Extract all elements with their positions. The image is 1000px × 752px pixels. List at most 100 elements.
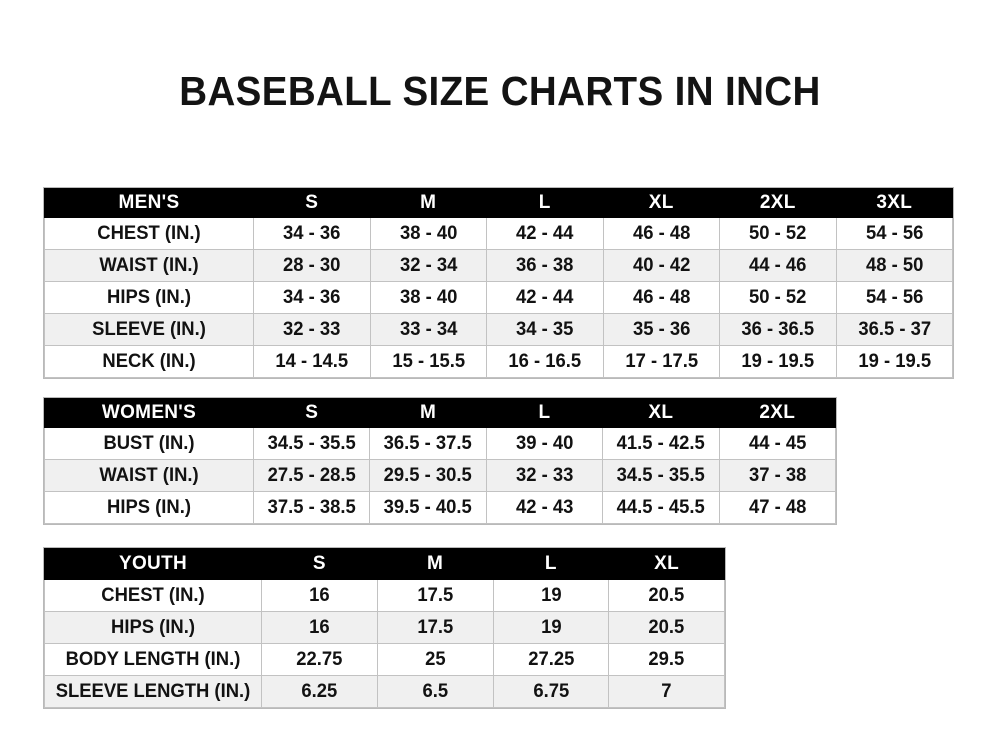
womens-size-table: WOMEN'S S M L XL 2XL BUST (IN.) 34.5 - 35.5 36.5… [44,398,836,524]
column-header-l: L [486,188,604,218]
table-header-row: MEN'S S M L XL 2XL 3XL [44,188,953,218]
measurement-cell: 54 - 56 [835,217,953,250]
measurement-cell: 34 - 35 [486,313,604,346]
row-label: CHEST (IN.) [44,579,262,612]
measurement-cell: 32 - 33 [485,459,604,492]
column-header-m: M [369,398,487,428]
table-row: CHEST (IN.) 34 - 36 38 - 40 42 - 44 46 - 48 5… [44,217,953,250]
youth-size-table: YOUTH S M L XL CHEST (IN.) 16 17.5 19 20.5 HIPS (I… [44,548,725,708]
measurement-cell: 33 - 34 [369,313,487,346]
measurement-cell: 6.75 [492,675,610,708]
measurement-cell: 36.5 - 37 [835,313,953,346]
measurement-cell: 16 - 16.5 [486,345,604,378]
table-header-row: YOUTH S M L XL [44,548,725,580]
measurement-cell: 42 - 44 [486,217,604,250]
row-label: HIPS (IN.) [44,611,262,644]
measurement-cell: 34.5 - 35.5 [602,459,720,492]
measurement-cell: 17.5 [376,611,494,644]
table-row: CHEST (IN.) 16 17.5 19 20.5 [44,579,725,612]
row-label: HIPS (IN.) [44,281,254,314]
measurement-cell: 50 - 52 [719,281,837,314]
column-header-s: S [261,548,378,580]
measurement-cell: 27.25 [492,643,610,676]
table-row: HIPS (IN.) 37.5 - 38.5 39.5 - 40.5 42 - 43 4… [44,491,836,524]
row-label: WAIST (IN.) [44,249,254,282]
column-header-xl: XL [602,398,720,428]
measurement-cell: 17.5 [376,579,494,612]
row-label: BODY LENGTH (IN.) [44,643,262,676]
table-row: NECK (IN.) 14 - 14.5 15 - 15.5 16 - 16.5 17 … [44,345,953,378]
measurement-cell: 38 - 40 [369,281,487,314]
column-header-2xl: 2XL [719,188,837,218]
measurement-cell: 6.25 [261,675,378,708]
measurement-cell: 48 - 50 [835,249,953,282]
measurement-cell: 41.5 - 42.5 [602,427,720,460]
column-header-m: M [376,548,494,580]
measurement-cell: 22.75 [261,643,378,676]
column-header-2xl: 2XL [718,398,836,428]
measurement-cell: 40 - 42 [602,249,720,282]
measurement-cell: 28 - 30 [253,249,371,282]
womens-corner-label: WOMEN'S [44,398,254,428]
measurement-cell: 29.5 - 30.5 [369,459,487,492]
table-row: WAIST (IN.) 28 - 30 32 - 34 36 - 38 40 - 42 4… [44,249,953,282]
mens-size-table: MEN'S S M L XL 2XL 3XL CHEST (IN.) 34 - 36 38 - 4… [44,188,953,378]
measurement-cell: 35 - 36 [602,313,720,346]
column-header-m: M [369,188,487,218]
page-title: BASEBALL SIZE CHARTS IN INCH [179,68,821,114]
table-row: HIPS (IN.) 16 17.5 19 20.5 [44,611,725,644]
measurement-cell: 37.5 - 38.5 [252,491,371,524]
measurement-cell: 39 - 40 [485,427,604,460]
measurement-cell: 42 - 43 [485,491,604,524]
measurement-cell: 46 - 48 [602,281,720,314]
measurement-cell: 19 - 19.5 [719,345,837,378]
measurement-cell: 15 - 15.5 [369,345,487,378]
measurement-cell: 36 - 36.5 [719,313,837,346]
measurement-cell: 32 - 33 [253,313,371,346]
measurement-cell: 19 [492,611,610,644]
table-header-row: WOMEN'S S M L XL 2XL [44,398,836,428]
table-row: BUST (IN.) 34.5 - 35.5 36.5 - 37.5 39 - 40 4… [44,427,836,460]
measurement-cell: 38 - 40 [369,217,487,250]
column-header-xl: XL [602,188,720,218]
table-row: WAIST (IN.) 27.5 - 28.5 29.5 - 30.5 32 - 33… [44,459,836,492]
column-header-l: L [485,398,604,428]
row-label: BUST (IN.) [44,427,254,460]
row-label: CHEST (IN.) [44,217,254,250]
measurement-cell: 39.5 - 40.5 [369,491,487,524]
measurement-cell: 42 - 44 [486,281,604,314]
measurement-cell: 27.5 - 28.5 [252,459,371,492]
measurement-cell: 36.5 - 37.5 [369,427,487,460]
measurement-cell: 17 - 17.5 [602,345,720,378]
row-label: SLEEVE LENGTH (IN.) [44,675,262,708]
row-label: SLEEVE (IN.) [44,313,254,346]
measurement-cell: 47 - 48 [718,491,836,524]
column-header-xl: XL [608,548,725,580]
measurement-cell: 34.5 - 35.5 [252,427,371,460]
column-header-3xl: 3XL [835,188,953,218]
measurement-cell: 34 - 36 [253,281,371,314]
measurement-cell: 36 - 38 [486,249,604,282]
measurement-cell: 19 - 19.5 [835,345,953,378]
measurement-cell: 54 - 56 [835,281,953,314]
measurement-cell: 32 - 34 [369,249,487,282]
measurement-cell: 44 - 45 [718,427,836,460]
measurement-cell: 44 - 46 [719,249,837,282]
measurement-cell: 37 - 38 [718,459,836,492]
measurement-cell: 7 [608,675,725,708]
measurement-cell: 6.5 [376,675,494,708]
measurement-cell: 34 - 36 [253,217,371,250]
measurement-cell: 16 [261,579,378,612]
row-label: WAIST (IN.) [44,459,254,492]
column-header-l: L [492,548,610,580]
table-row: SLEEVE (IN.) 32 - 33 33 - 34 34 - 35 35 - 36… [44,313,953,346]
row-label: HIPS (IN.) [44,491,254,524]
mens-corner-label: MEN'S [44,188,254,218]
measurement-cell: 50 - 52 [719,217,837,250]
measurement-cell: 16 [261,611,378,644]
measurement-cell: 44.5 - 45.5 [602,491,720,524]
row-label: NECK (IN.) [44,345,254,378]
youth-corner-label: YOUTH [44,548,262,580]
column-header-s: S [253,188,371,218]
